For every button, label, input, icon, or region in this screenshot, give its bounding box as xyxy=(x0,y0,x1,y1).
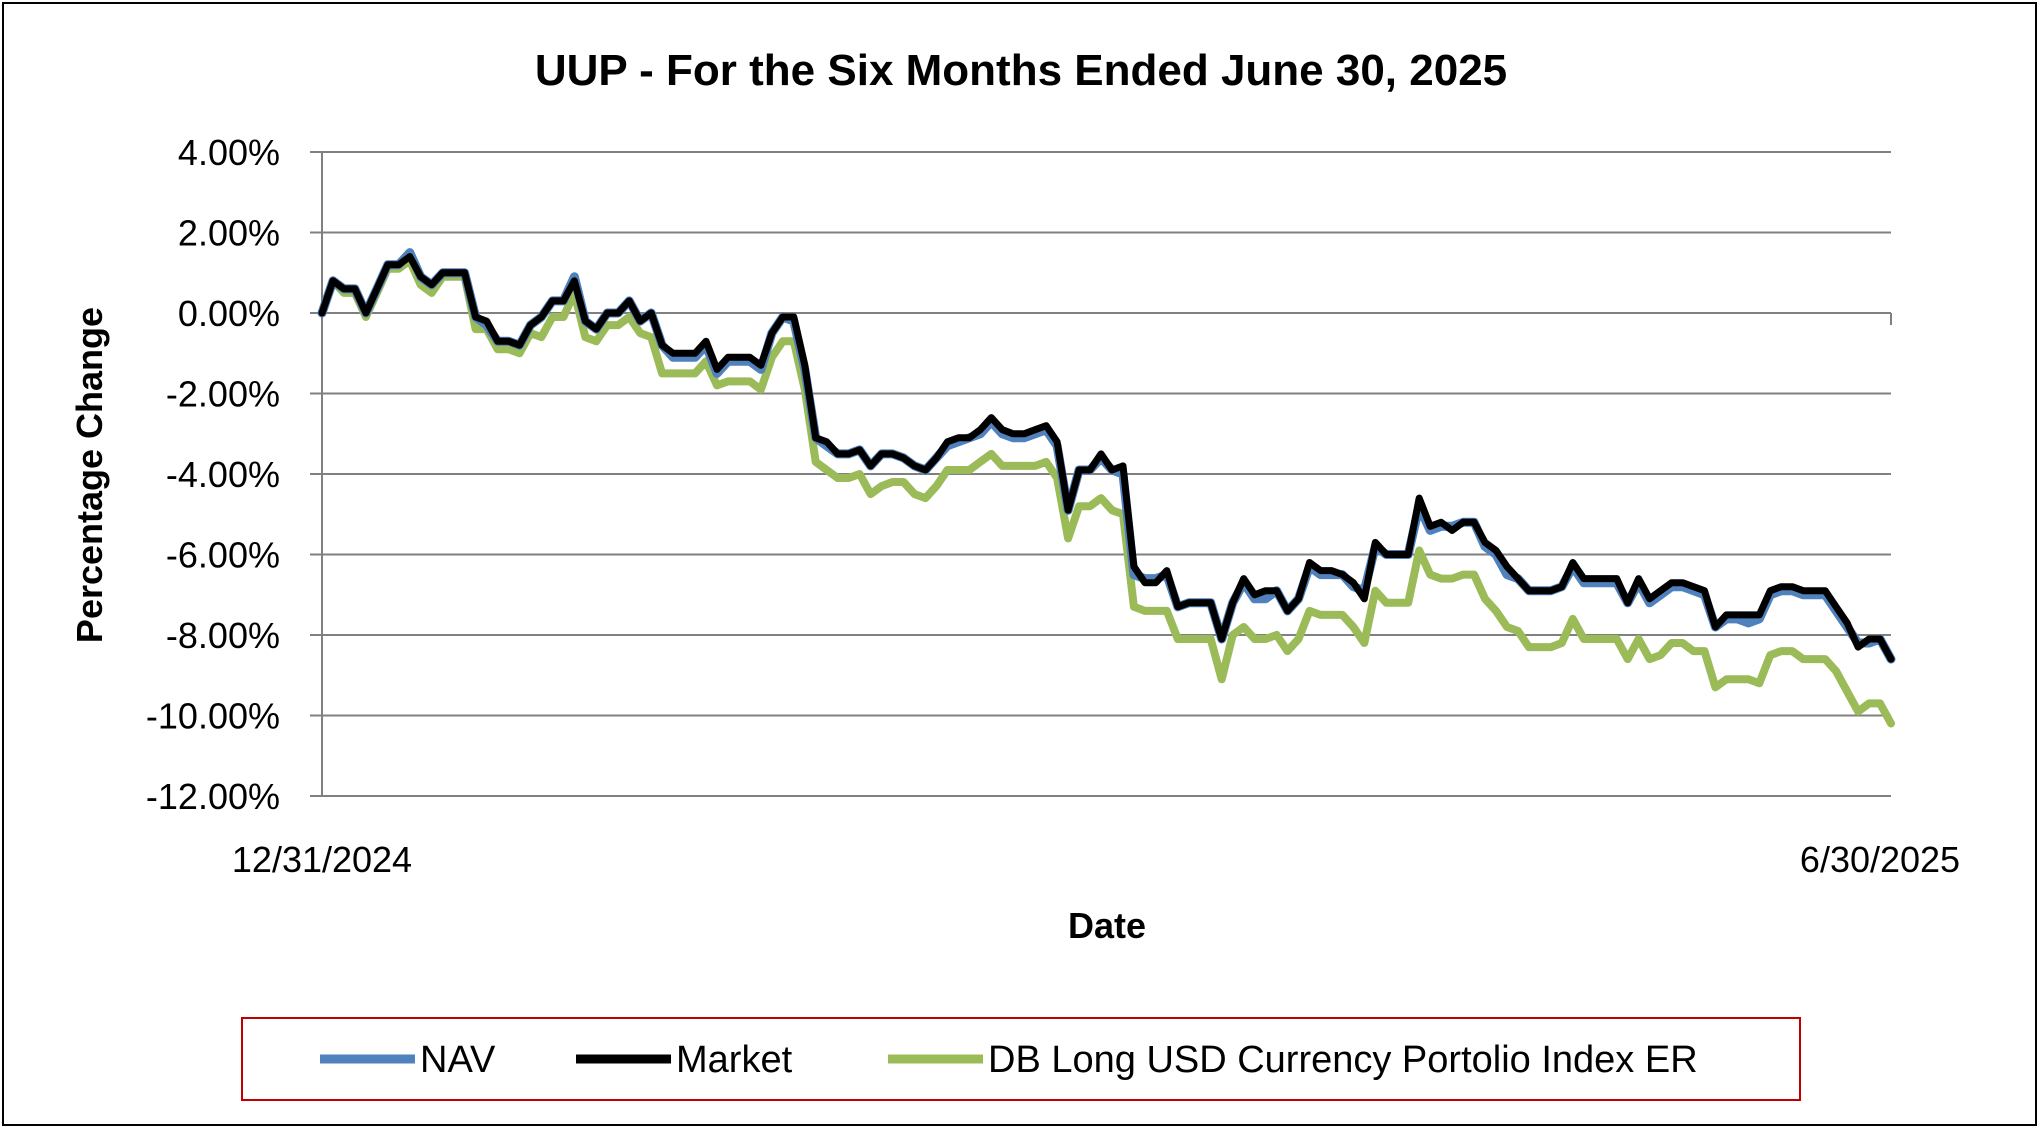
series-line-market xyxy=(318,253,1895,663)
legend-box xyxy=(241,1017,1801,1101)
x-tick-label: 12/31/2024 xyxy=(232,839,412,880)
x-tick-label: 6/30/2025 xyxy=(1800,839,1960,880)
axes xyxy=(321,152,1892,796)
y-tick-label: -12.00% xyxy=(146,776,280,817)
y-tick-label: -4.00% xyxy=(166,454,280,495)
y-tick-label: -6.00% xyxy=(166,535,280,576)
legend-label: Market xyxy=(676,1039,793,1081)
legend-label: DB Long USD Currency Portolio Index ER xyxy=(988,1039,1698,1081)
series-line-db-long-usd-currency-portolio-index-er xyxy=(318,256,1895,728)
y-tick-label: 2.00% xyxy=(178,213,280,254)
y-axis-title: Percentage Change xyxy=(69,307,110,643)
gridlines xyxy=(310,151,1891,797)
series-lines xyxy=(317,248,1896,728)
legend: NAV Market DB Long USD Currency Portolio I… xyxy=(320,1039,1698,1081)
y-tick-label: 0.00% xyxy=(178,293,280,334)
y-tick-label: -8.00% xyxy=(166,615,280,656)
x-axis-title: Date xyxy=(1068,905,1146,946)
y-tick-label: -10.00% xyxy=(146,696,280,737)
chart-title: UUP - For the Six Months Ended June 30, … xyxy=(535,46,1507,95)
y-tick-labels: 4.00% 2.00% 0.00% -2.00% -4.00% -6.00% -8.00% -… xyxy=(146,132,280,817)
y-tick-label: 4.00% xyxy=(178,132,280,173)
y-tick-label: -2.00% xyxy=(166,374,280,415)
legend-label: NAV xyxy=(420,1039,496,1081)
x-tick-labels: 12/31/2024 6/30/2025 xyxy=(232,839,1960,880)
